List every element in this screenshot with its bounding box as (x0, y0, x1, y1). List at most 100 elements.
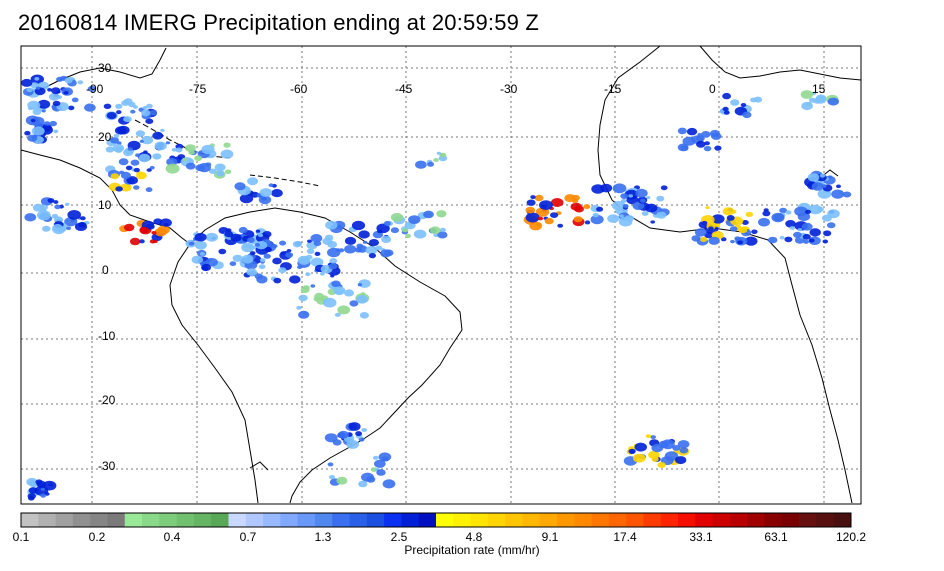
precip-cell (729, 226, 738, 232)
precip-cell (51, 87, 61, 95)
precip-cell (125, 165, 133, 171)
precip-cell (722, 92, 731, 100)
precip-cell (54, 204, 61, 210)
precip-cell (439, 227, 446, 233)
precip-cell (26, 477, 38, 487)
precip-cell (822, 239, 829, 244)
precip-cell (823, 230, 832, 237)
precip-cell (310, 234, 323, 243)
precip-cell (120, 183, 132, 192)
precip-cell (351, 220, 366, 231)
precip-cell (356, 295, 369, 304)
precipitation-field (21, 74, 852, 501)
colorbar-swatch (418, 513, 437, 527)
precip-cell (622, 204, 629, 209)
colorbar-swatch (833, 513, 852, 527)
colorbar-swatch (436, 513, 454, 527)
precip-cell (437, 231, 448, 239)
precip-cell (153, 218, 163, 225)
lon-label: 0 (709, 82, 716, 96)
precip-cell (115, 103, 123, 109)
colorbar-frame (20, 512, 852, 528)
precip-cell (722, 207, 735, 216)
precip-cell (141, 135, 154, 145)
precip-cell (361, 428, 368, 432)
precip-cell (123, 149, 134, 157)
colorbar-ticks: 0.1 0.2 0.4 0.7 1.3 2.5 4.8 9.1 17.4 33.… (13, 530, 867, 544)
precip-cell (675, 456, 687, 465)
precip-cell (650, 435, 656, 440)
precip-cell (805, 209, 811, 214)
precip-cell (809, 238, 815, 243)
precip-cell (268, 183, 274, 187)
precip-cell (154, 141, 167, 151)
precip-cell (136, 171, 143, 176)
precip-cell (289, 275, 301, 284)
precip-cell (74, 222, 88, 231)
precip-cell (138, 153, 151, 163)
precip-cell (292, 241, 302, 248)
precip-cell (405, 233, 411, 239)
precip-cell (194, 155, 203, 161)
colorbar-swatch (38, 513, 56, 527)
colorbar-tick-label: 63.1 (764, 530, 788, 544)
precip-cell (47, 88, 53, 92)
precip-cell (105, 146, 115, 153)
precip-cell (118, 158, 129, 166)
precip-cell (330, 274, 335, 278)
precip-cell (127, 147, 133, 151)
precip-cell (160, 128, 165, 132)
precip-cell (784, 236, 793, 243)
colorbar-tick-label: 17.4 (613, 530, 637, 544)
precip-cell (362, 240, 368, 244)
precip-cell (650, 220, 655, 224)
colorbar-swatch (349, 513, 368, 527)
precip-cell (427, 161, 434, 167)
precip-cell (325, 220, 338, 230)
precip-cell (708, 226, 714, 231)
colorbar-swatch (712, 513, 731, 527)
precip-cell (116, 110, 122, 115)
precip-cell (313, 240, 322, 247)
precip-cell (133, 167, 140, 173)
colorbar-swatch (401, 513, 420, 527)
precip-cell (677, 143, 689, 152)
precip-cell (726, 215, 735, 221)
precip-cell (198, 162, 211, 173)
precip-cell (357, 283, 363, 287)
colorbar-tick-label: 0.2 (89, 530, 106, 544)
precip-cell (153, 239, 158, 244)
precip-cell (628, 194, 633, 198)
precip-cell (247, 177, 259, 186)
lat-label: 30 (98, 61, 112, 75)
lon-label: -15 (604, 82, 622, 96)
precip-cell (338, 248, 345, 253)
precip-cell (319, 272, 325, 276)
precip-cell (300, 286, 310, 294)
precip-cell (249, 251, 256, 256)
precip-cell (700, 237, 708, 242)
colorbar-swatch (107, 513, 126, 527)
map-background (21, 46, 861, 504)
precip-cell (672, 445, 681, 451)
colorbar-swatch (366, 513, 385, 527)
colorbar-swatch (781, 513, 800, 527)
precip-cell (220, 149, 234, 159)
colorbar-swatch (453, 513, 471, 527)
precip-cell (536, 223, 542, 227)
precip-cell (657, 462, 666, 468)
precip-cell (216, 170, 225, 177)
precip-cell (714, 145, 722, 151)
precip-cell (715, 223, 721, 228)
colorbar-swatch (280, 513, 299, 527)
precip-cell (648, 450, 660, 459)
precip-cell (299, 256, 310, 264)
precip-cell (324, 433, 338, 443)
colorbar-swatch (297, 513, 316, 527)
precip-cell (809, 228, 821, 237)
precip-cell (307, 239, 312, 243)
precip-cell (557, 223, 564, 228)
precip-cell (366, 476, 376, 483)
precip-cell (646, 196, 651, 200)
precip-cell (48, 92, 60, 101)
